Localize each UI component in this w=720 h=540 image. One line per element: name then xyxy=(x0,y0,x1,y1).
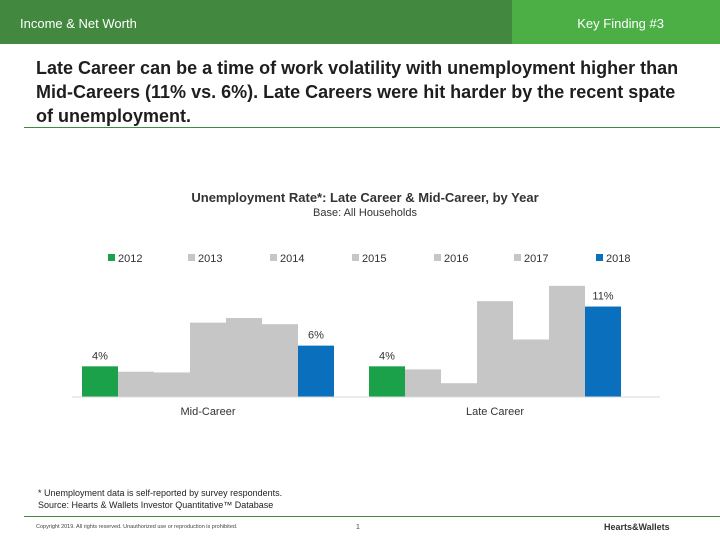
legend-swatch-2017 xyxy=(514,254,521,261)
brand-logo: Hearts&Wallets xyxy=(604,522,670,532)
legend-label-2016: 2016 xyxy=(444,253,468,265)
bar-mid-career-2015 xyxy=(190,322,226,397)
chart-bars xyxy=(82,285,621,397)
bar-late-career-2013 xyxy=(405,369,441,397)
bar-late-career-2018 xyxy=(585,306,621,397)
legend-swatch-2014 xyxy=(270,254,277,261)
chart-labels: 4% 6% Mid-Career 4% 11% Late Career xyxy=(92,291,614,418)
legend-label-2013: 2013 xyxy=(198,253,222,265)
legend-swatch-2012 xyxy=(108,254,115,261)
category-label-mid-career: Mid-Career xyxy=(180,406,235,418)
copyright-text: Copyright 2019. All rights reserved. Una… xyxy=(36,524,238,530)
bar-mid-career-2012 xyxy=(82,366,118,397)
bar-mid-career-2017 xyxy=(262,324,298,397)
data-label-mid-career-2018: 6% xyxy=(308,330,324,342)
footnote-source: Source: Hearts & Wallets Investor Quanti… xyxy=(38,500,274,510)
bar-mid-career-2014 xyxy=(154,372,190,397)
data-label-late-career-2018: 11% xyxy=(592,291,613,303)
data-label-mid-career-2012: 4% xyxy=(92,350,108,362)
legend-label-2017: 2017 xyxy=(524,253,548,265)
legend-label-2018: 2018 xyxy=(606,253,630,265)
chart-title: Unemployment Rate*: Late Career & Mid-Ca… xyxy=(191,190,538,205)
chart-legend: 2012 2013 2014 2015 2016 2017 2018 xyxy=(108,253,630,265)
bottom-divider xyxy=(24,516,720,517)
top-divider xyxy=(24,127,720,128)
legend-swatch-2016 xyxy=(434,254,441,261)
footnote-unemployment: * Unemployment data is self-reported by … xyxy=(38,488,283,498)
bar-mid-career-2018 xyxy=(298,345,334,397)
header-section-bar: Income & Net Worth xyxy=(0,0,512,44)
bar-mid-career-2013 xyxy=(118,371,154,397)
header-finding-label: Key Finding #3 xyxy=(577,16,664,31)
bar-late-career-2012 xyxy=(369,366,405,397)
slide-headline: Late Career can be a time of work volati… xyxy=(36,58,679,126)
bar-late-career-2015 xyxy=(477,301,513,397)
bar-mid-career-2016 xyxy=(226,318,262,397)
legend-label-2014: 2014 xyxy=(280,253,304,265)
page-number: 1 xyxy=(356,524,360,531)
chart-subtitle: Base: All Households xyxy=(313,207,417,219)
bar-late-career-2014 xyxy=(441,383,477,397)
legend-label-2015: 2015 xyxy=(362,253,386,265)
bar-late-career-2017 xyxy=(549,285,585,397)
header-section-label: Income & Net Worth xyxy=(20,16,137,31)
legend-swatch-2015 xyxy=(352,254,359,261)
legend-label-2012: 2012 xyxy=(118,253,142,265)
bar-late-career-2016 xyxy=(513,339,549,397)
legend-swatch-2013 xyxy=(188,254,195,261)
data-label-late-career-2012: 4% xyxy=(379,350,395,362)
category-label-late-career: Late Career xyxy=(466,406,524,418)
legend-swatch-2018 xyxy=(596,254,603,261)
header-finding-bar: Key Finding #3 xyxy=(512,0,720,44)
